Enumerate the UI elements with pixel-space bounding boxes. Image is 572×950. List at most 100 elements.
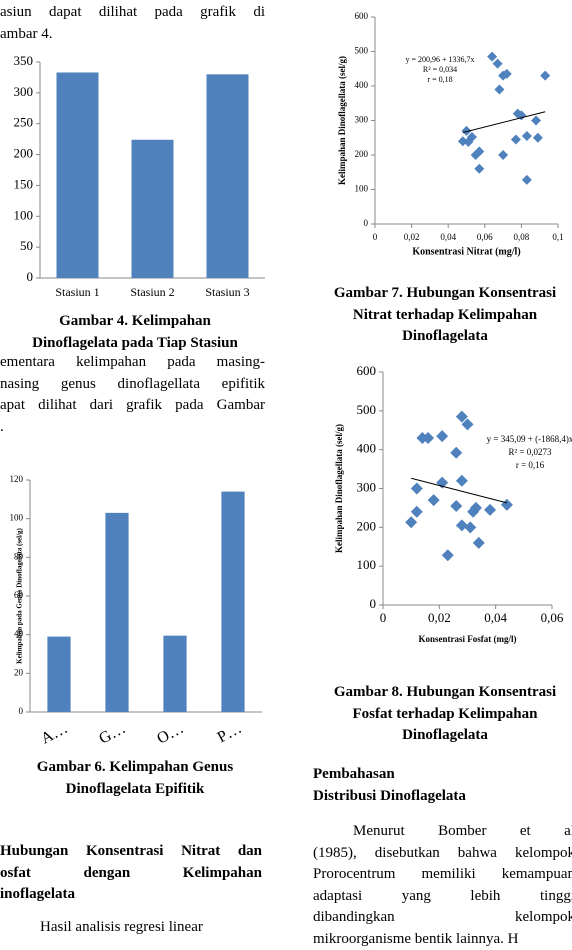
annotation: R² = 0,034 [423,65,457,74]
y-tick-label: 100 [357,557,377,572]
bar [207,74,249,278]
y-tick-label: 500 [355,46,369,56]
point [493,59,503,69]
x-tick-label: 0,08 [514,232,530,242]
text-line: asiun dapat dilihat pada grafik di [0,2,265,24]
y-tick-label: 300 [355,115,369,125]
text-line: Menurut Bomber et al [313,821,572,843]
text-block: ementara kelimpahan pada masing-nasing g… [0,352,265,438]
text-block: Hasil analisis regresi linear [40,917,270,939]
y-tick-label: 300 [14,84,34,99]
y-tick-label: 500 [357,402,377,417]
text-line: Pembahasan [313,764,572,786]
x-tick-label: 0,04 [484,610,507,625]
y-tick-label: 400 [357,441,377,456]
point [533,133,543,143]
point [474,164,484,174]
y-tick-label: 0 [364,218,369,228]
point [522,131,532,141]
text-line: ambar 4. [0,24,265,46]
y-tick-label: 50 [20,238,33,253]
point [487,52,497,62]
text-line: Hasil analisis regresi linear [40,917,270,939]
x-tick-label: 0,02 [404,232,420,242]
y-tick-label: 0 [19,706,24,716]
text-line: adaptasi yang lebih tinggi [313,886,572,908]
point [405,516,417,528]
text-line: Gambar 6. Kelimpahan Genus [0,757,270,779]
bar [105,513,128,712]
y-axis-label: Kelimpahan pada Genus Dinoflagelata (sel… [16,527,24,663]
text-line: Dinoflagelata Epifitik [0,779,270,801]
y-tick-label: 350 [14,53,34,68]
x-tick-label: 0,06 [477,232,493,242]
x-tick-label: 0,06 [541,610,564,625]
point [494,84,504,94]
point [464,521,476,533]
text-line: . [0,417,265,439]
point [411,506,423,518]
y-axis-label: Kelimpahan Dinoflagellata (sel/g) [337,56,347,185]
x-tick-label: Stasiun 2 [130,285,174,299]
bar [47,637,70,712]
y-tick-label: 20 [14,667,24,677]
point [450,500,462,512]
x-tick-label: P… [215,720,245,747]
x-axis-label: Konsentrasi Nitrat (mg/l) [412,246,520,257]
y-tick-label: 100 [14,207,34,222]
point [428,494,440,506]
point [531,116,541,126]
x-tick-label: O… [154,720,186,748]
x-tick-label: 0 [380,610,387,625]
point [511,134,521,144]
x-tick-label: 0 [373,232,378,242]
text-line: ementara kelimpahan pada masing- [0,352,265,374]
text-line: dibandingkan kelompok [313,907,572,929]
text-line: Distribusi Dinoflagelata [313,786,572,808]
point [436,430,448,442]
y-tick-label: 200 [357,518,377,533]
y-tick-label: 200 [14,146,34,161]
point [522,175,532,185]
text-line: Gambar 4. Kelimpahan [0,311,270,333]
y-tick-label: 600 [355,11,369,21]
bar [163,636,186,712]
point [484,504,496,516]
text-line: Dinoflagelata [300,326,572,348]
x-tick-label: 0,04 [440,232,456,242]
text-line: (1985), disebutkan bahwa kelompok [313,843,572,865]
point [501,499,513,511]
text-line: Fosfat terhadap Kelimpahan [300,704,572,726]
text-line: Nitrat terhadap Kelimpahan [300,305,572,327]
annotation: R² = 0,0273 [508,447,552,457]
x-tick-label: Stasiun 1 [55,285,99,299]
y-axis-label: Kelimpahan Dinoflagellata (sel/g) [334,424,344,553]
bar [221,492,244,712]
annotation: r = 0,18 [427,75,452,84]
point [540,71,550,81]
y-tick-label: 0 [370,596,377,611]
text-line: inoflagelata [0,884,262,906]
x-tick-label: A… [38,720,70,748]
y-tick-label: 100 [355,184,369,194]
x-tick-label: Stasiun 3 [205,285,249,299]
text-line: Gambar 7. Hubungan Konsentrasi [300,283,572,305]
y-tick-label: 100 [10,513,24,523]
point [456,475,468,487]
annotation: r = 0,16 [516,460,545,470]
point [411,483,423,495]
x-axis-label: Konsentrasi Fosfat (mg/l) [419,634,517,644]
y-tick-label: 250 [14,115,34,130]
point [473,537,485,549]
